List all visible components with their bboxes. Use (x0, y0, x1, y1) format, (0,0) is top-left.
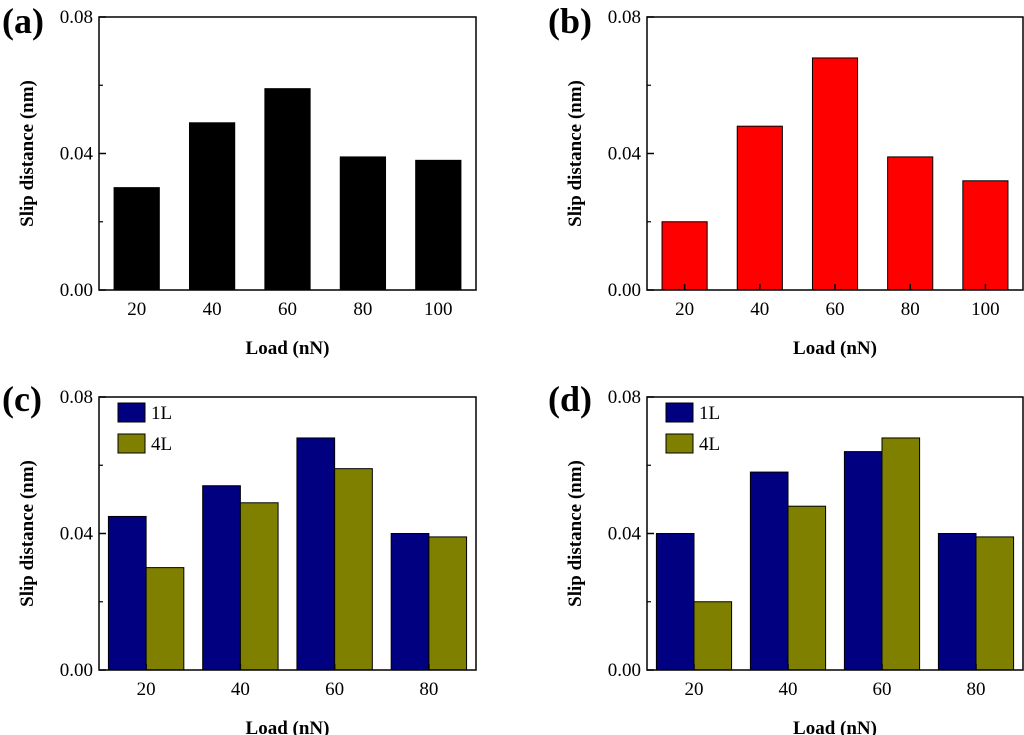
bar-4l-80 (428, 536, 468, 671)
bar-1l-60 (296, 437, 336, 671)
y-tick-label: 0.08 (608, 7, 641, 28)
bar-4l-40 (787, 505, 827, 671)
x-tick-label: 100 (971, 299, 1000, 320)
legend-swatch-4l (665, 433, 694, 454)
chart-panel-1: 0.00 0.04 0.08 20 40 60 80 100 Load (nN) Slip dis… (2, 1, 477, 359)
y-axis-title: Slip distance (nm) (17, 460, 38, 607)
y-axis-title: Slip distance (nm) (565, 460, 586, 607)
legend-label-4l: 4L (151, 434, 172, 455)
x-tick-label: 20 (685, 679, 704, 700)
bar-4l-60 (881, 437, 921, 671)
y-tick-label: 0.00 (60, 660, 93, 681)
panel-label: (c) (2, 379, 42, 419)
bar-4l-60 (334, 468, 373, 671)
y-axis-title: Slip distance (nm) (17, 80, 38, 227)
legend-label-1l: 1L (151, 403, 172, 424)
legend-swatch-1l (117, 402, 146, 423)
x-axis-title: Load (nN) (246, 718, 330, 735)
x-tick-label: 60 (826, 299, 845, 320)
legend-label-1l: 1L (699, 403, 720, 424)
chart-panel-4: 0.00 0.04 0.08 20 40 60 80 Load (nN) Slip distan… (548, 379, 1024, 735)
bar-series-80 (887, 156, 934, 291)
bar-4l-20 (693, 601, 733, 671)
x-tick-label: 60 (278, 299, 297, 320)
y-tick-label: 0.00 (608, 660, 641, 681)
bar-series-20 (661, 221, 708, 291)
bar-1l-60 (843, 451, 883, 671)
x-tick-label: 60 (873, 679, 892, 700)
bar-4l-40 (239, 502, 279, 671)
panel-label: (b) (548, 1, 592, 41)
bar-1l-80 (390, 533, 430, 671)
y-tick-label: 0.00 (608, 280, 641, 301)
x-axis-title: Load (nN) (246, 338, 330, 359)
x-tick-label: 20 (675, 299, 694, 320)
chart-panel-3: 0.00 0.04 0.08 20 40 60 80 Load (nN) Slip distan… (2, 379, 477, 735)
bar-1l-20 (107, 515, 147, 671)
x-tick-label: 40 (231, 679, 250, 700)
x-tick-label: 40 (750, 299, 769, 320)
bar-1l-20 (655, 533, 695, 671)
x-tick-label: 20 (127, 299, 146, 320)
bar-series-100 (962, 180, 1009, 291)
legend-swatch-1l (665, 402, 694, 423)
bar-series-80 (339, 156, 387, 291)
y-tick-label: 0.08 (60, 7, 93, 28)
x-tick-label: 100 (424, 299, 453, 320)
bar-series-20 (113, 187, 160, 291)
y-tick-label: 0.08 (608, 387, 641, 408)
legend-label-4l: 4L (699, 434, 720, 455)
x-tick-label: 80 (901, 299, 920, 320)
y-tick-label: 0.00 (60, 280, 93, 301)
panel-label: (d) (548, 379, 592, 419)
chart-panel-2: 0.00 0.04 0.08 20 40 60 80 100 Load (nN) Slip dis… (548, 1, 1024, 359)
bar-1l-40 (202, 485, 241, 671)
bar-1l-40 (749, 471, 789, 671)
y-tick-label: 0.08 (60, 387, 93, 408)
bar-series-100 (415, 159, 462, 291)
x-axis-title: Load (nN) (793, 338, 877, 359)
panel-label: (a) (2, 1, 44, 41)
x-tick-label: 20 (137, 679, 156, 700)
x-tick-label: 80 (967, 679, 986, 700)
y-tick-label: 0.04 (608, 524, 642, 545)
bar-series-60 (811, 57, 859, 291)
y-tick-label: 0.04 (60, 144, 94, 165)
bar-4l-80 (975, 536, 1015, 671)
x-tick-label: 40 (779, 679, 798, 700)
bar-4l-20 (145, 567, 185, 671)
y-tick-label: 0.04 (60, 524, 94, 545)
bar-series-40 (736, 125, 783, 291)
x-tick-label: 60 (325, 679, 344, 700)
bar-series-60 (264, 88, 311, 291)
bar-1l-80 (937, 533, 977, 671)
y-axis-title: Slip distance (nm) (565, 80, 586, 227)
x-tick-label: 80 (353, 299, 372, 320)
legend-swatch-4l (117, 433, 146, 454)
x-tick-label: 40 (203, 299, 222, 320)
x-tick-label: 80 (419, 679, 438, 700)
bar-series-40 (188, 122, 236, 291)
y-tick-label: 0.04 (608, 144, 642, 165)
x-axis-title: Load (nN) (793, 718, 877, 735)
